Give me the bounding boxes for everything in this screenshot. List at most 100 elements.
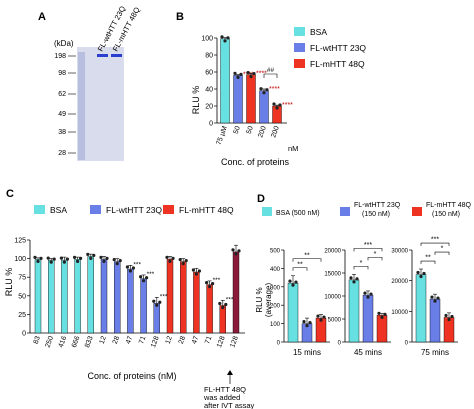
replicate-point (39, 256, 43, 260)
significance-mark: **** (256, 70, 267, 77)
legend-label-wt: FL-wtHTT 23Q (310, 43, 366, 53)
x-tick-label: 83 (33, 335, 42, 345)
replicate-point (308, 321, 312, 325)
significance-mark: *** (133, 261, 141, 268)
y-tick-label: 100 (14, 256, 26, 263)
panel-c-letter: C (6, 188, 14, 200)
y-tick-label: 0 (209, 121, 213, 128)
replicate-point (102, 259, 106, 263)
y-tick-label: 15000 (324, 272, 341, 278)
legend-label-wt: FL-wtHTT 23Q (106, 205, 162, 215)
replicate-point (272, 102, 276, 106)
replicate-point (165, 255, 169, 259)
significance-bracket (434, 251, 450, 256)
replicate-point (62, 260, 66, 264)
replicate-point (302, 320, 306, 324)
legend-swatch-m (163, 205, 174, 214)
x-tick-label: 666 (71, 335, 82, 348)
gel-marker-label: 62 (58, 91, 66, 98)
replicate-point (33, 255, 37, 259)
replicate-point (380, 315, 384, 319)
significance-mark: ** (297, 261, 303, 268)
legend-swatch-m (294, 59, 305, 68)
replicate-point (237, 249, 241, 253)
replicate-point (422, 271, 426, 276)
replicate-point (59, 256, 64, 260)
bar (61, 259, 68, 334)
replicate-point (419, 274, 423, 279)
x-tick-label: 50 (233, 125, 242, 135)
replicate-point (252, 71, 256, 76)
bar (220, 38, 230, 124)
x-tick-label: 75 µM (216, 125, 229, 146)
bar (415, 274, 427, 343)
replicate-point (194, 272, 198, 276)
replicate-point (52, 257, 56, 261)
replicate-point (178, 257, 182, 262)
significance-mark: ** (425, 255, 431, 262)
y-tick-label: 20 (205, 104, 213, 111)
replicate-point (112, 257, 116, 262)
gel-marker-label: 49 (58, 111, 66, 118)
y-tick-label: 5000 (328, 318, 342, 324)
post-ivt-annotation: FL-HTT 48Q was added after IVT assay (203, 370, 255, 409)
bar (113, 261, 121, 334)
significance-bracket (263, 73, 278, 78)
replicate-point (236, 75, 240, 79)
x-tick-label: 200 (270, 125, 281, 138)
significance-bracket (353, 266, 369, 270)
replicate-point (205, 281, 209, 285)
gel-marker-label: 198 (54, 53, 66, 60)
replicate-point (363, 291, 367, 295)
subplot-1: 0 100 200 300 400 500 **** 15 mins (270, 249, 330, 357)
gel-unit-label: (kDa) (54, 39, 74, 48)
bar (219, 305, 227, 334)
replicate-point (89, 256, 93, 260)
replicate-point (275, 106, 279, 110)
bar (376, 315, 388, 343)
replicate-point (221, 305, 225, 310)
significance-bracket (420, 242, 450, 247)
significance-mark: *** (364, 242, 372, 249)
significance-mark: ## (267, 67, 275, 74)
replicate-point (155, 303, 159, 307)
bar (74, 259, 81, 334)
y-tick-label: 300 (270, 285, 281, 291)
replicate-point (99, 255, 103, 259)
replicate-point (208, 285, 212, 289)
panel-d-legend: BSA (500 nM) FL-wtHTT 23Q (150 nM) FL-mH… (262, 202, 472, 218)
x-tick-label: 50 (246, 125, 255, 135)
y-tick-label: 500 (270, 249, 281, 255)
bar (153, 303, 161, 334)
replicate-point (79, 256, 83, 260)
replicate-point (447, 317, 451, 322)
y-tick-label: 100 (270, 322, 281, 328)
x-tick-label: 12 (99, 335, 108, 345)
legend-swatch-bsa (34, 205, 45, 214)
bar (259, 90, 269, 124)
legend-label-m: FL-mHTT 48Q (179, 205, 234, 215)
replicate-point (265, 88, 269, 92)
subplot-xlabel: 15 mins (293, 348, 321, 357)
replicate-point (233, 71, 237, 75)
replicate-point (383, 312, 387, 316)
significance-mark: *** (147, 271, 155, 278)
x-tick-label: 128 (150, 335, 161, 348)
replicate-point (246, 70, 250, 75)
bar (179, 261, 187, 334)
x-tick-label: 71 (204, 335, 213, 345)
replicate-point (288, 279, 292, 283)
legend-swatch-wt (90, 205, 101, 214)
replicate-point (322, 315, 326, 319)
chart-c-ylabel: RLU % (4, 268, 14, 297)
chart-d-ylabel-2: (average) (264, 283, 273, 318)
x-tick-label: 28 (112, 335, 121, 345)
bar (443, 317, 455, 343)
bar (34, 259, 42, 334)
significance-bracket (367, 257, 383, 261)
replicate-point (139, 275, 143, 279)
bar (246, 74, 256, 124)
chart-b-xlabel: Conc. of proteins (221, 157, 290, 167)
